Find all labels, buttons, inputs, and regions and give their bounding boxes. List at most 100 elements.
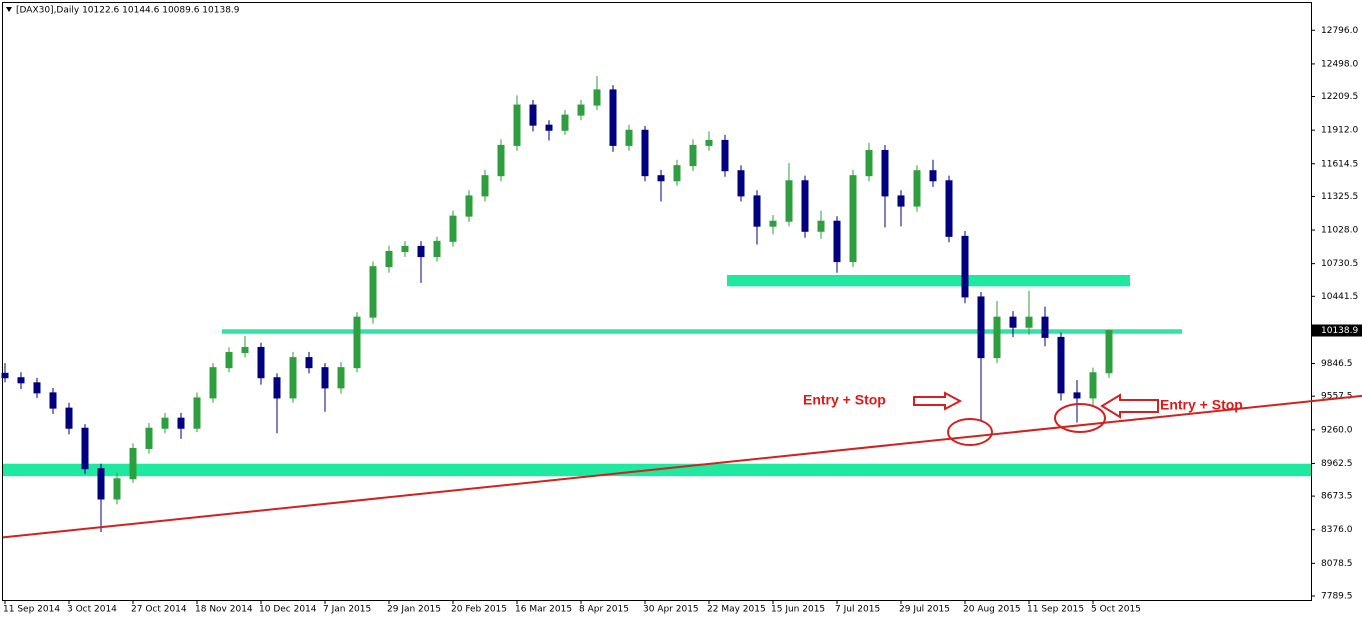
y-tick-label: 10730.5 [1321,259,1358,269]
x-tick-label: 29 Jul 2015 [899,605,950,615]
candle-body [593,89,601,106]
zone [727,275,1130,287]
candle-body [209,367,217,399]
arrow-right [913,391,963,411]
candle-body [1,372,9,379]
y-tick-label: 9557.5 [1321,392,1353,402]
candle-body [1089,372,1097,399]
y-tick-label: 8962.5 [1321,459,1353,469]
y-tick-label: 12796.0 [1321,26,1358,36]
x-tick-label: 10 Dec 2014 [259,605,317,615]
candle-body [49,392,57,409]
marker-circle [1054,403,1106,433]
candle-body [369,266,377,318]
candle-body [401,245,409,253]
y-tick-label: 8376.0 [1321,525,1353,535]
candle-body [241,346,249,354]
candle-body [337,367,345,389]
x-tick-label: 11 Sep 2015 [1027,605,1084,615]
x-tick-label: 20 Feb 2015 [451,605,507,615]
price-tag-label: 10138.9 [1321,326,1358,336]
candle-body [785,180,793,222]
candle-body [945,180,953,237]
candle-body [753,195,761,227]
candle-body [769,220,777,227]
candle-body [529,104,537,126]
candle-body [1073,392,1081,399]
candle-body [129,447,137,480]
candle-body [545,124,553,131]
y-tick-label: 12209.5 [1321,92,1358,102]
x-tick-label: 22 May 2015 [707,605,766,615]
candle-body [977,296,985,359]
candle-body [705,139,713,146]
y-tick-label: 10441.5 [1321,292,1358,302]
x-tick-label: 15 Jun 2015 [771,605,825,615]
candle-body [673,165,681,182]
candle-body [561,114,569,131]
candle-body [177,417,185,429]
y-tick-label: 11028.0 [1321,226,1358,236]
candle-body [881,149,889,197]
candle-body [1025,316,1033,328]
arrow-left [1100,393,1159,419]
y-tick-label: 12498.0 [1321,59,1358,69]
candle-body [577,104,585,116]
plot-frame [2,2,1312,601]
candle-body [417,245,425,258]
candle-body [385,251,393,268]
zone [222,329,1182,334]
chart-title: [DAX30],Daily 10122.6 10144.6 10089.6 10… [16,6,240,16]
candle-body [481,175,489,197]
candle-body [81,427,89,470]
y-tick-label: 7789.5 [1321,591,1353,601]
candle-body [65,407,73,429]
y-tick-label: 9260.0 [1321,425,1353,435]
x-tick-label: 29 Jan 2015 [387,605,441,615]
candle-body [1009,316,1017,328]
candle-body [113,478,121,500]
candle-body [801,180,809,232]
x-tick-label: 30 Apr 2015 [643,605,699,615]
candle-body [737,170,745,197]
y-tick-label: 8673.5 [1321,492,1353,502]
price-tag [1312,324,1362,337]
candle-body [865,149,873,177]
y-tick-label: 8078.5 [1321,559,1353,569]
x-tick-label: 11 Sep 2014 [3,605,60,615]
x-tick-label: 5 Oct 2015 [1091,605,1141,615]
candle-body [161,417,169,429]
x-tick-label: 18 Nov 2014 [195,605,253,615]
candle-body [721,139,729,172]
x-tick-label: 8 Apr 2015 [579,605,629,615]
x-tick-label: 7 Jul 2015 [835,605,880,615]
candle-body [289,357,297,399]
x-tick-label: 16 Mar 2015 [515,605,572,615]
y-tick-label: 11912.0 [1321,126,1358,136]
candle-body [145,427,153,449]
candle-body [257,346,265,379]
candle-body [609,89,617,146]
y-tick-label: 11614.5 [1321,159,1358,169]
candle-body [305,357,313,369]
candle-body [657,175,665,182]
candle-body [513,104,521,146]
candle-body [353,316,361,369]
candle-body [625,129,633,146]
x-tick-label: 7 Jan 2015 [323,605,371,615]
candle-body [913,170,921,207]
candle-body [33,382,41,394]
candle-body [993,316,1001,359]
candle-body [1041,316,1049,338]
candle-body [961,235,969,298]
candle-body [273,377,281,399]
candle-body [225,352,233,369]
candle-body [929,170,937,182]
candle-body [897,195,905,207]
menu-triangle [6,7,12,12]
annotation: Entry + Stop [1160,397,1243,413]
candle-body [689,144,697,167]
candle-body [849,175,857,263]
candle-body [97,468,105,500]
candle-body [1105,330,1113,374]
